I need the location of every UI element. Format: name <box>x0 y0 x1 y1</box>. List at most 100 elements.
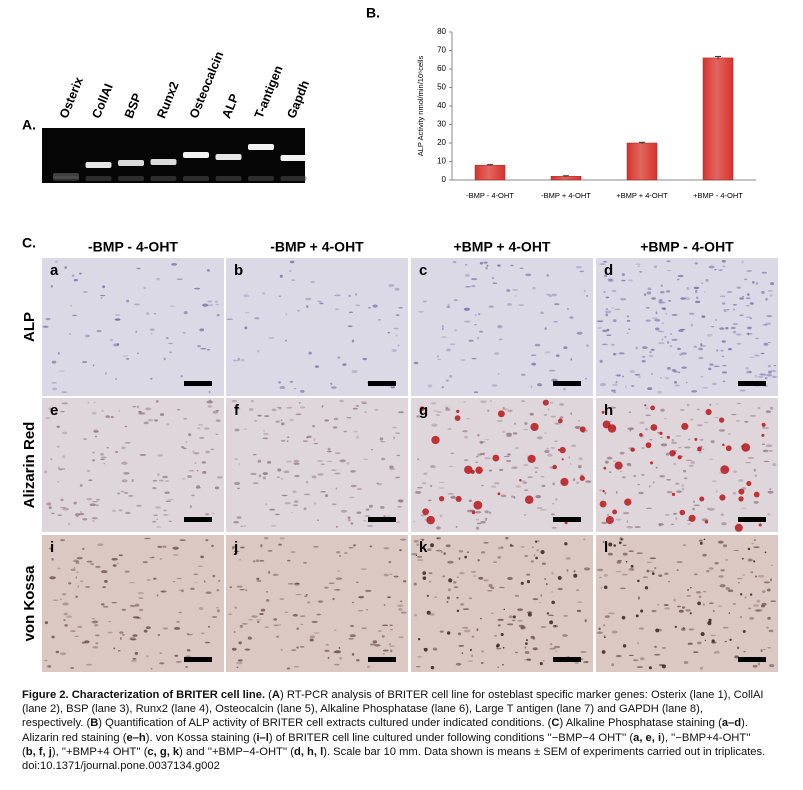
cell <box>690 418 694 421</box>
cell <box>339 656 342 660</box>
cell <box>523 428 529 431</box>
cell <box>278 407 282 410</box>
cell <box>355 405 360 407</box>
cell <box>449 374 453 378</box>
cell <box>531 362 536 366</box>
cell <box>547 408 550 411</box>
cell <box>372 640 378 644</box>
cell <box>737 582 740 584</box>
lane-label: BSP <box>122 91 145 120</box>
cell <box>709 363 714 366</box>
cell <box>665 290 671 293</box>
cell <box>466 551 470 554</box>
cell <box>680 409 685 411</box>
cell <box>121 634 125 636</box>
cell <box>708 602 714 604</box>
caption-text: ) RT-PCR analysis of BRITER cell line fo… <box>22 689 764 730</box>
cell <box>603 574 608 577</box>
cell <box>189 504 192 509</box>
cell <box>280 419 283 421</box>
cell <box>767 616 771 620</box>
panel-letter: d <box>604 262 613 279</box>
cell <box>145 407 152 411</box>
cell <box>147 419 154 422</box>
cell <box>340 509 348 513</box>
cell <box>604 615 610 618</box>
panel-letter: i <box>50 539 54 556</box>
mineral-deposit <box>422 576 427 580</box>
mineral-deposit <box>697 601 701 606</box>
cell <box>306 435 312 438</box>
cell <box>698 595 702 599</box>
cell <box>611 289 617 293</box>
cell <box>194 287 201 290</box>
cell <box>211 512 215 515</box>
cell <box>473 391 479 394</box>
cell <box>136 504 142 507</box>
cell <box>183 417 187 420</box>
cell <box>551 293 558 297</box>
cell <box>269 508 276 511</box>
mineral-nodule <box>679 509 686 516</box>
cell <box>483 541 489 544</box>
cell <box>735 333 742 336</box>
cell <box>244 326 248 330</box>
cell <box>742 295 744 298</box>
cell <box>417 559 424 561</box>
cell <box>240 358 245 362</box>
cell <box>613 352 616 356</box>
cell <box>648 485 651 488</box>
cell <box>161 590 165 593</box>
cell <box>273 618 278 621</box>
cell <box>188 470 195 472</box>
cell <box>638 491 644 495</box>
cell <box>419 538 425 541</box>
cell <box>280 439 286 442</box>
cell <box>648 354 654 358</box>
cell <box>741 260 744 264</box>
micrograph <box>411 535 593 672</box>
cell <box>79 510 82 514</box>
cell <box>754 575 758 578</box>
cell <box>476 522 482 525</box>
cell <box>616 561 622 564</box>
cell <box>121 446 126 450</box>
mineral-nodule <box>559 446 566 454</box>
cell <box>756 609 763 612</box>
cell <box>467 660 474 662</box>
cell <box>307 601 311 604</box>
cell <box>351 339 355 343</box>
cell <box>749 302 754 305</box>
cell <box>338 555 342 557</box>
cell <box>471 284 476 288</box>
cell <box>208 304 214 307</box>
cell <box>215 419 221 423</box>
cell <box>653 265 658 269</box>
cell <box>61 593 67 596</box>
cell <box>658 342 665 345</box>
cell <box>626 520 629 524</box>
cell <box>56 425 60 429</box>
mineral-deposit <box>708 618 712 622</box>
mineral-deposit <box>742 629 746 633</box>
cell <box>162 627 168 630</box>
cell <box>530 560 534 563</box>
cell <box>439 514 443 518</box>
cell <box>521 400 525 403</box>
cell <box>160 590 167 593</box>
cell <box>396 454 401 457</box>
cell <box>325 494 329 498</box>
cell <box>229 586 233 589</box>
mineral-deposit <box>525 642 528 645</box>
cell <box>767 370 772 374</box>
gel-band <box>183 152 209 158</box>
mineral-nodule <box>650 405 656 411</box>
mineral-nodule <box>519 479 522 482</box>
cell <box>362 458 369 460</box>
cell <box>256 349 260 353</box>
cell <box>463 629 471 633</box>
cell <box>636 666 644 668</box>
cell <box>524 646 527 649</box>
mineral-nodule <box>630 447 635 452</box>
cell <box>573 570 576 573</box>
